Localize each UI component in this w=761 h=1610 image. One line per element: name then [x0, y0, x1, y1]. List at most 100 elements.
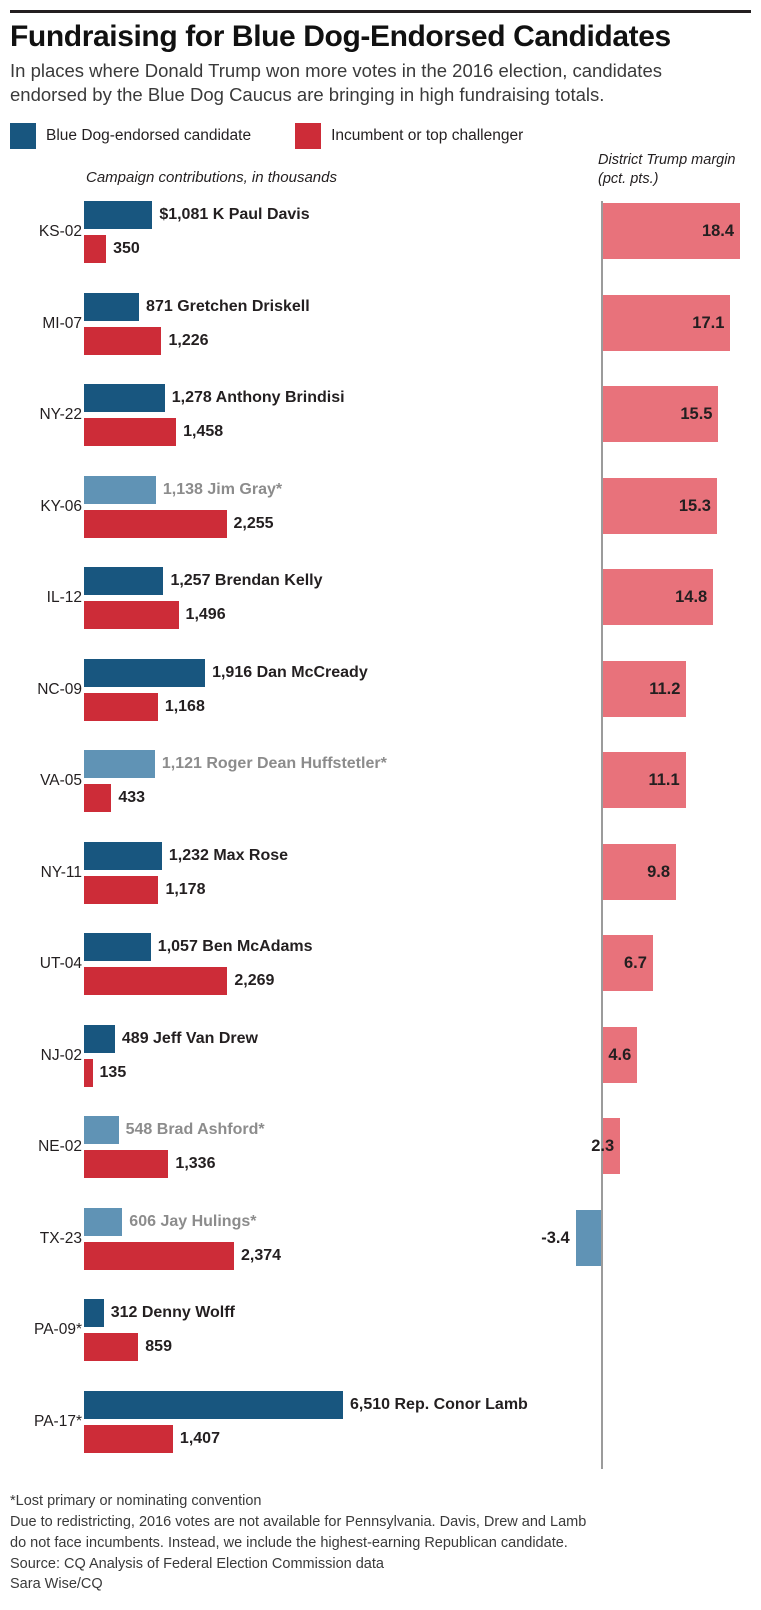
page-subtitle: In places where Donald Trump won more vo…	[10, 60, 662, 106]
opponent-bar[interactable]	[84, 875, 159, 904]
opponent-bar-label: 2,374	[241, 1246, 282, 1264]
candidate-bar[interactable]	[84, 475, 156, 504]
candidate-value: 6,510	[350, 1395, 395, 1413]
trump-margin-bar[interactable]	[603, 1118, 621, 1175]
legend-swatch-red	[295, 123, 322, 150]
trump-margin-label: 11.1	[648, 771, 680, 790]
legend-label-red: Incumbent or top challenger	[331, 127, 524, 145]
candidate-bar[interactable]	[84, 841, 162, 870]
trump-margin-bar[interactable]	[603, 294, 731, 351]
candidate-bar-label: 1,057 Ben McAdams	[158, 933, 313, 961]
candidate-bar-label: 1,257 Brendan Kelly	[170, 567, 322, 595]
candidate-bar[interactable]	[84, 750, 155, 779]
opponent-bar-label: 1,496	[185, 606, 226, 624]
trump-margin-bar[interactable]	[603, 477, 717, 534]
opponent-bar[interactable]	[84, 509, 227, 538]
trump-margin-bar[interactable]	[603, 935, 653, 992]
row-district-label: NY-22	[39, 406, 82, 424]
candidate-name: Brad Ashford*	[156, 1121, 265, 1139]
candidate-value: 548	[125, 1121, 157, 1139]
row-district-label: PA-09*	[34, 1321, 82, 1339]
footnote-2: do not face incumbents. Instead, we incl…	[10, 1534, 568, 1551]
candidate-bar[interactable]	[84, 1390, 343, 1419]
opponent-bar[interactable]	[84, 1424, 173, 1453]
candidate-name: Gretchen Driskell	[177, 297, 310, 315]
candidate-bar[interactable]	[84, 1207, 123, 1236]
opponent-bar-label: 433	[118, 789, 146, 807]
trump-margin-bar[interactable]	[603, 843, 676, 900]
footnote-4: Sara Wise/CQ	[10, 1576, 103, 1593]
candidate-value: 1,138	[162, 480, 208, 498]
right-axis-caption-line1: District Trump margin	[598, 152, 736, 169]
candidate-bar[interactable]	[84, 201, 153, 230]
candidate-bar[interactable]	[84, 1024, 115, 1053]
opponent-bar-label: 135	[99, 1063, 127, 1081]
opponent-bar[interactable]	[84, 1241, 235, 1270]
legend-swatch-blue	[10, 123, 36, 150]
opponent-bar-label: 1,407	[179, 1429, 220, 1447]
trump-margin-bar[interactable]	[603, 386, 719, 443]
candidate-value: 1,057	[157, 938, 203, 956]
chart-area: KS-02 $1,081 K Paul Davis 350 18.4 MI-07 871 …	[10, 201, 751, 1469]
footnote-0: *Lost primary or nominating convention	[10, 1493, 262, 1510]
opponent-bar[interactable]	[84, 784, 112, 813]
row-district-label: KY-06	[40, 497, 82, 515]
opponent-bar[interactable]	[84, 235, 107, 264]
trump-margin-label: 14.8	[675, 588, 708, 607]
candidate-bar[interactable]	[84, 1116, 119, 1145]
candidate-bar[interactable]	[84, 658, 206, 687]
opponent-bar-label: 1,226	[168, 331, 209, 349]
opponent-bar[interactable]	[84, 601, 179, 630]
candidate-bar[interactable]	[84, 1299, 104, 1328]
row-district-label: NC-09	[37, 680, 82, 698]
trump-margin-bar[interactable]	[575, 1209, 601, 1266]
candidate-bar-label: 606 Jay Hulings*	[129, 1208, 256, 1236]
candidate-value: 606	[129, 1212, 161, 1230]
right-axis-caption: District Trump margin (pct. pts.)	[598, 151, 761, 187]
footnote-1: Due to redistricting, 2016 votes are not…	[10, 1514, 587, 1531]
candidate-bar-label: 312 Denny Wolff	[111, 1299, 235, 1327]
opponent-bar[interactable]	[84, 1058, 93, 1087]
row-district-label: IL-12	[46, 589, 82, 607]
trump-margin-label: 15.5	[680, 405, 713, 424]
candidate-name: Jay Hulings*	[160, 1212, 257, 1230]
candidate-bar[interactable]	[84, 384, 165, 413]
trump-margin-bar[interactable]	[603, 203, 741, 260]
candidate-bar-label: 1,232 Max Rose	[169, 842, 288, 870]
candidate-name: Jim Gray*	[207, 480, 283, 498]
trump-margin-bar[interactable]	[603, 1026, 638, 1083]
candidate-bar-label: 1,138 Jim Gray*	[163, 476, 282, 504]
trump-margin-bar[interactable]	[603, 660, 687, 717]
candidate-name: Ben McAdams	[202, 938, 313, 956]
opponent-bar[interactable]	[84, 418, 177, 447]
row-district-label: VA-05	[40, 772, 82, 790]
candidate-value: 1,257	[170, 572, 215, 590]
opponent-bar[interactable]	[84, 1150, 169, 1179]
opponent-bar[interactable]	[84, 326, 162, 355]
opponent-bar[interactable]	[84, 692, 158, 721]
top-rule	[10, 10, 751, 13]
legend: Blue Dog-endorsed candidate Incumbent or…	[10, 121, 751, 151]
candidate-bar[interactable]	[84, 292, 140, 321]
trump-margin-label: 9.8	[647, 862, 670, 881]
candidate-value: 1,278	[171, 389, 216, 407]
opponent-bar-label: 1,168	[164, 697, 205, 715]
candidate-name: Roger Dean Huffstetler*	[206, 755, 387, 773]
left-axis-caption: Campaign contributions, in thousands	[86, 169, 337, 187]
opponent-bar-label: 1,458	[183, 423, 224, 441]
row-district-label: NJ-02	[40, 1046, 82, 1064]
opponent-bar[interactable]	[84, 967, 228, 996]
trump-margin-label: 11.2	[649, 679, 681, 698]
candidate-name: Anthony Brindisi	[215, 389, 345, 407]
legend-item-blue-dog: Blue Dog-endorsed candidate	[10, 123, 252, 150]
trump-margin-bar[interactable]	[603, 752, 686, 809]
legend-label-blue: Blue Dog-endorsed candidate	[46, 127, 252, 145]
opponent-bar[interactable]	[84, 1333, 139, 1362]
candidate-name: Brendan Kelly	[214, 572, 323, 590]
candidate-bar[interactable]	[84, 567, 164, 596]
margin-zero-axis	[601, 201, 603, 1469]
trump-margin-bar[interactable]	[603, 569, 714, 626]
opponent-bar-label: 2,269	[234, 972, 275, 990]
candidate-bar[interactable]	[84, 933, 151, 962]
footnote-3: Source: CQ Analysis of Federal Election …	[10, 1555, 384, 1572]
